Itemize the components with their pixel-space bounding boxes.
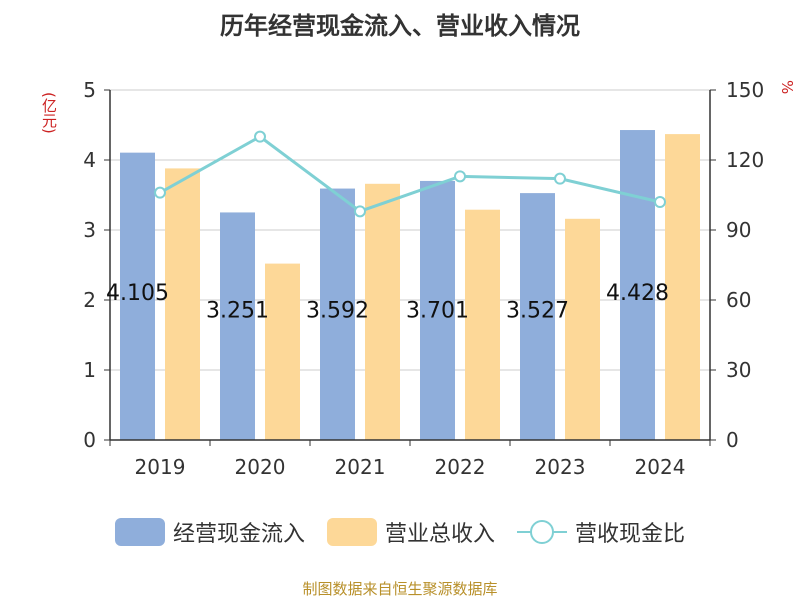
bar-revenue bbox=[465, 209, 500, 440]
bar-cash-inflow bbox=[320, 188, 355, 440]
right-axis-tick-label: 30 bbox=[726, 358, 751, 382]
legend-label-cash-inflow: 经营现金流入 bbox=[172, 522, 305, 547]
bar-cash-inflow bbox=[620, 130, 655, 441]
legend: 经营现金流入 营业总收入 营收现金比 bbox=[0, 516, 800, 548]
bar-cash-inflow bbox=[520, 193, 555, 440]
ratio-point bbox=[554, 172, 566, 185]
right-axis-tick-label: 0 bbox=[726, 428, 739, 452]
bar-revenue bbox=[265, 263, 300, 440]
left-axis-tick-label: 4 bbox=[83, 148, 96, 172]
left-axis-tick-label: 2 bbox=[83, 288, 96, 312]
left-axis-unit: (亿元) bbox=[40, 92, 58, 134]
legend-item-ratio[interactable]: 营收现金比 bbox=[517, 516, 685, 548]
x-axis-tick-label: 2024 bbox=[635, 455, 686, 479]
legend-swatch-cash-inflow bbox=[114, 518, 165, 546]
chart-title: 历年经营现金流入、营业收入情况 bbox=[220, 12, 580, 40]
legend-swatch-revenue bbox=[326, 518, 377, 546]
right-axis-tick-label: 120 bbox=[726, 148, 764, 172]
data-label-cash-inflow: 4.428 bbox=[606, 281, 669, 306]
data-label-cash-inflow: 3.592 bbox=[306, 299, 369, 324]
legend-label-revenue: 营业总收入 bbox=[384, 522, 495, 547]
x-axis-tick-label: 2022 bbox=[435, 455, 486, 479]
data-label-cash-inflow: 3.701 bbox=[406, 299, 469, 324]
right-axis-unit: % bbox=[778, 80, 796, 95]
data-label-cash-inflow: 3.251 bbox=[206, 299, 269, 324]
right-axis-tick-label: 90 bbox=[726, 218, 751, 242]
data-label-cash-inflow: 3.527 bbox=[506, 299, 569, 324]
legend-label-ratio: 营收现金比 bbox=[575, 522, 686, 547]
x-axis-tick-label: 2019 bbox=[135, 455, 186, 479]
bar-cash-inflow bbox=[420, 180, 455, 440]
ratio-point bbox=[154, 186, 166, 199]
bar-cash-inflow bbox=[120, 152, 155, 440]
legend-swatch-ratio bbox=[517, 518, 567, 546]
bar-revenue bbox=[165, 168, 200, 440]
data-label-cash-inflow: 4.105 bbox=[106, 281, 169, 306]
left-axis-tick-label: 1 bbox=[83, 358, 96, 382]
source-note: 制图数据来自恒生聚源数据库 bbox=[302, 580, 498, 598]
bar-revenue bbox=[365, 183, 400, 441]
ratio-point bbox=[454, 170, 466, 183]
x-axis-tick-label: 2023 bbox=[535, 455, 586, 479]
bar-revenue bbox=[565, 218, 600, 440]
x-axis-tick-label: 2020 bbox=[235, 455, 286, 479]
ratio-point bbox=[254, 130, 266, 143]
left-axis-tick-label: 3 bbox=[83, 218, 96, 242]
legend-item-revenue[interactable]: 营业总收入 bbox=[326, 516, 495, 548]
ratio-point bbox=[654, 196, 666, 208]
ratio-point bbox=[354, 205, 366, 218]
ratio-line bbox=[159, 134, 661, 214]
left-axis-tick-label: 5 bbox=[83, 78, 96, 102]
right-axis-tick-label: 60 bbox=[726, 288, 751, 312]
legend-item-cash-inflow[interactable]: 经营现金流入 bbox=[114, 516, 305, 548]
bar-cash-inflow bbox=[220, 212, 255, 440]
right-axis-tick-label: 150 bbox=[726, 78, 764, 102]
x-axis-tick-label: 2021 bbox=[335, 455, 386, 479]
left-axis-tick-label: 0 bbox=[83, 428, 96, 452]
bar-revenue bbox=[665, 134, 700, 440]
